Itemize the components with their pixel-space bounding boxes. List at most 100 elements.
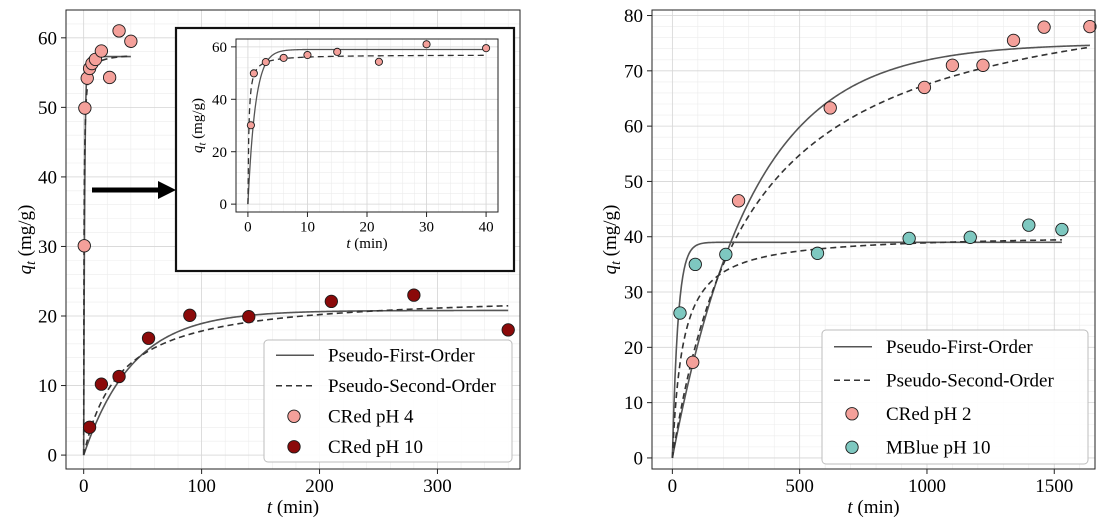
x-tick-label: 0 xyxy=(668,476,678,497)
data-point-mblue-ph-10 xyxy=(1022,218,1036,232)
data-point-cred-ph-4 xyxy=(246,121,255,130)
t-symbol: t xyxy=(847,497,853,518)
data-point-cred-ph-10 xyxy=(82,420,97,434)
pseudo-second-order-fit-3 xyxy=(82,304,509,456)
data-point-cred-ph-10 xyxy=(183,308,197,322)
data-point-mblue-ph-10 xyxy=(1055,222,1069,237)
data-point-cred-ph-10 xyxy=(501,323,515,337)
x-tick-label: 1000 xyxy=(908,476,946,497)
legend-label: CRed pH 2 xyxy=(886,404,972,425)
data-point-cred-ph-4 xyxy=(78,101,92,115)
data-point-mblue-ph-10 xyxy=(688,257,702,272)
data-point-cred-ph-4 xyxy=(112,24,126,38)
y-axis-label-text: qt (mg/g) xyxy=(190,98,208,153)
data-point-cred-ph-4 xyxy=(303,50,312,60)
y-tick-label: 50 xyxy=(38,98,57,119)
axes-frame xyxy=(651,9,1096,470)
data-point-mblue-ph-10 xyxy=(902,231,916,246)
inset-pointer-arrow-head xyxy=(158,181,176,199)
y-axis-label: qt (mg/g) xyxy=(15,205,38,275)
data-points xyxy=(673,19,1097,369)
y-tick-label: 30 xyxy=(624,282,643,303)
legend-box xyxy=(821,329,1089,465)
data-point-cred-ph-4 xyxy=(94,44,109,58)
data-point-mblue-ph-10 xyxy=(719,247,733,262)
legend-label: Pseudo-First-Order xyxy=(328,345,475,366)
x-tick-label: 30 xyxy=(419,219,434,235)
y-tick-label: 20 xyxy=(212,145,227,161)
unit-text: (min) xyxy=(272,497,319,518)
x-axis-label: t (min) xyxy=(267,497,319,518)
unit-text: (min) xyxy=(853,497,900,518)
x-tick-label: 0 xyxy=(244,219,252,235)
y-tick-label: 80 xyxy=(624,6,643,27)
legend-box xyxy=(263,339,513,463)
legend-label: MBlue pH 10 xyxy=(886,437,991,458)
data-point-cred-ph-4 xyxy=(124,34,138,48)
data-point-mblue-ph-10 xyxy=(963,230,977,244)
data-point-cred-ph-2 xyxy=(686,355,700,369)
y-tick-label: 40 xyxy=(624,227,643,248)
axes-frame xyxy=(65,9,521,470)
y-tick-label: 30 xyxy=(38,237,57,258)
data-points xyxy=(246,40,491,130)
data-point-cred-ph-4 xyxy=(333,47,342,56)
unit-text: (min) xyxy=(351,236,388,252)
legend-label: CRed pH 4 xyxy=(328,406,414,427)
y-tick-label: 50 xyxy=(624,172,643,193)
legend: Pseudo-First-Order Pseudo-Second-Order CRe… xyxy=(263,339,513,463)
data-point-cred-ph-4 xyxy=(249,69,258,78)
legend-label: Pseudo-Second-Order xyxy=(886,370,1054,391)
data-point-cred-ph-10 xyxy=(324,294,338,309)
unit-text: (mg/g) xyxy=(15,205,36,261)
y-tick-label: 10 xyxy=(38,376,57,397)
pseudo-first-order-fit-2 xyxy=(671,241,1062,458)
pseudo-second-order-fit-3 xyxy=(671,239,1062,458)
legend-marker xyxy=(287,440,301,454)
data-point-cred-ph-10 xyxy=(141,331,156,345)
data-point-cred-ph-4 xyxy=(279,53,288,62)
legend-label: Pseudo-First-Order xyxy=(886,337,1033,358)
data-point-cred-ph-2 xyxy=(1006,33,1021,48)
fit-curves xyxy=(247,48,487,205)
y-tick-label: 0 xyxy=(48,446,58,467)
data-point-cred-ph-4 xyxy=(77,239,91,253)
data-point-cred-ph-10 xyxy=(112,369,126,384)
data-point-cred-ph-2 xyxy=(945,58,960,72)
data-point-cred-ph-2 xyxy=(1083,19,1097,34)
data-point-cred-ph-4 xyxy=(102,70,117,85)
pseudo-first-order-fit-0 xyxy=(671,44,1090,459)
data-point-cred-ph-2 xyxy=(976,58,990,72)
data-point-cred-ph-2 xyxy=(917,80,932,95)
y-axis-label: qt (mg/g) xyxy=(600,205,623,275)
data-point-cred-ph-2 xyxy=(823,101,837,115)
data-point-cred-ph-10 xyxy=(407,288,421,302)
data-point-cred-ph-4 xyxy=(422,40,431,49)
data-point-cred-ph-4 xyxy=(261,58,270,67)
x-tick-label: 500 xyxy=(785,476,814,497)
data-point-cred-ph-4 xyxy=(482,44,491,53)
x-tick-label: 10 xyxy=(300,219,315,235)
x-tick-label: 200 xyxy=(305,476,334,497)
t-symbol: t xyxy=(346,236,351,252)
pseudo-first-order-fit-2 xyxy=(82,309,509,456)
unit-text: (mg/g) xyxy=(190,98,206,143)
y-tick-label: 40 xyxy=(38,167,57,188)
t-subscript: t xyxy=(197,142,208,146)
x-tick-label: 40 xyxy=(479,219,494,235)
unit-text: (mg/g) xyxy=(600,205,621,261)
y-tick-label: 20 xyxy=(38,306,57,327)
x-tick-label: 100 xyxy=(187,476,216,497)
t-subscript: t xyxy=(23,261,38,265)
y-axis-label: qt (mg/g) xyxy=(190,98,208,153)
q-symbol: q xyxy=(600,264,621,274)
legend-label: CRed pH 10 xyxy=(328,437,423,458)
data-point-cred-ph-2 xyxy=(1037,20,1051,34)
x-axis-label: t (min) xyxy=(847,497,899,518)
y-tick-label: 70 xyxy=(624,61,643,82)
x-tick-label: 20 xyxy=(360,219,375,235)
q-symbol: q xyxy=(190,145,206,153)
y-axis-label-text: qt (mg/g) xyxy=(15,205,38,275)
